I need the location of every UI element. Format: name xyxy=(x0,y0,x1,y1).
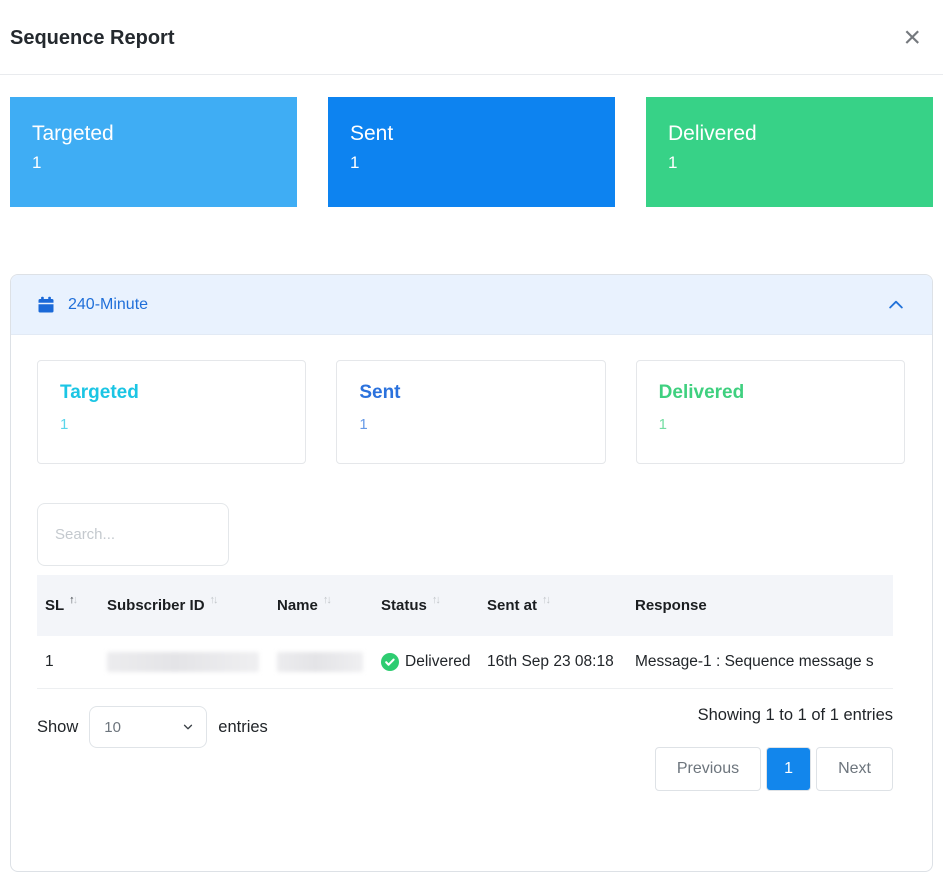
entries-label: entries xyxy=(218,717,268,736)
report-table: SL ↑↓ Subscriber ID ↑↓ Name ↑↓ Status ↑↓ Sen xyxy=(37,575,893,689)
modal-header: Sequence Report × xyxy=(0,0,943,75)
page-1-button[interactable]: 1 xyxy=(766,747,812,791)
page-size-select[interactable]: 10 xyxy=(89,706,208,748)
summary-cards-row: Targeted 1 Sent 1 Delivered 1 xyxy=(0,75,943,207)
step-card-value: 1 xyxy=(60,415,69,433)
summary-card-value: 1 xyxy=(32,153,42,173)
cell-name xyxy=(269,636,373,689)
sort-icon[interactable]: ↑↓ xyxy=(542,594,551,606)
summary-card-sent: Sent 1 xyxy=(328,97,615,207)
close-icon[interactable]: × xyxy=(895,23,929,53)
summary-card-delivered: Delivered 1 xyxy=(646,97,933,207)
step-card-label: Targeted xyxy=(60,382,139,403)
next-page-button[interactable]: Next xyxy=(816,747,893,791)
step-card-value: 1 xyxy=(359,415,368,433)
column-header-sl[interactable]: SL ↑↓ xyxy=(37,575,99,636)
column-header-status[interactable]: Status ↑↓ xyxy=(373,575,479,636)
calendar-icon xyxy=(37,296,55,314)
cell-sent-at: 16th Sep 23 08:18 xyxy=(479,636,627,689)
table-footer: Show 10 entries Showing 1 to 1 of 1 entr… xyxy=(37,706,893,791)
cell-status: Delivered xyxy=(373,636,479,689)
sequence-step-card: 240-Minute Targeted 1 Sent 1 Delivered 1 xyxy=(10,274,933,872)
table-header-row: SL ↑↓ Subscriber ID ↑↓ Name ↑↓ Status ↑↓ Sen xyxy=(37,575,893,636)
sort-icon[interactable]: ↑↓ xyxy=(322,594,332,606)
step-card-delivered: Delivered 1 xyxy=(635,360,905,464)
summary-card-label: Delivered xyxy=(668,122,757,145)
page-title: Sequence Report xyxy=(10,26,175,49)
previous-page-button[interactable]: Previous xyxy=(654,747,762,791)
step-card-label: Delivered xyxy=(658,382,745,403)
step-card-targeted: Targeted 1 xyxy=(37,360,307,464)
pagination: Previous 1 Next xyxy=(654,747,893,791)
summary-card-value: 1 xyxy=(668,153,678,173)
column-header-name[interactable]: Name ↑↓ xyxy=(269,575,373,636)
sort-icon[interactable]: ↑↓ xyxy=(69,594,78,606)
cell-response: Message-1 : Sequence message s xyxy=(627,636,893,689)
report-table-wrap: SL ↑↓ Subscriber ID ↑↓ Name ↑↓ Status ↑↓ Sen xyxy=(37,575,893,689)
column-header-sent-at[interactable]: Sent at ↑↓ xyxy=(479,575,627,636)
sort-icon[interactable]: ↑↓ xyxy=(431,594,441,606)
cell-sl: 1 xyxy=(37,636,99,689)
table-row: 1 xyxy=(37,636,893,689)
column-header-response[interactable]: Response xyxy=(627,575,893,636)
show-label: Show xyxy=(37,717,79,736)
search-input[interactable] xyxy=(37,503,229,566)
summary-card-targeted: Targeted 1 xyxy=(10,97,297,207)
summary-card-label: Targeted xyxy=(32,122,114,145)
step-card-value: 1 xyxy=(658,415,667,433)
delivered-check-icon xyxy=(381,653,399,671)
step-card-sent: Sent 1 xyxy=(336,360,606,464)
redacted-subscriber-id xyxy=(107,652,259,672)
sort-icon[interactable]: ↑↓ xyxy=(209,594,219,606)
redacted-name xyxy=(277,652,363,672)
cell-subscriber-id xyxy=(99,636,269,689)
step-stat-cards: Targeted 1 Sent 1 Delivered 1 xyxy=(37,360,905,464)
summary-card-label: Sent xyxy=(350,122,394,145)
chevron-up-icon[interactable] xyxy=(886,295,906,315)
sequence-step-collapse-header[interactable]: 240-Minute xyxy=(11,275,932,335)
summary-card-value: 1 xyxy=(350,153,360,173)
section-body: Targeted 1 Sent 1 Delivered 1 xyxy=(11,335,932,871)
step-card-label: Sent xyxy=(359,382,401,403)
section-title: 240-Minute xyxy=(68,295,149,313)
column-header-subscriber-id[interactable]: Subscriber ID ↑↓ xyxy=(99,575,269,636)
showing-entries-text: Showing 1 to 1 of 1 entries xyxy=(697,706,893,724)
status-badge: Delivered xyxy=(405,653,471,670)
